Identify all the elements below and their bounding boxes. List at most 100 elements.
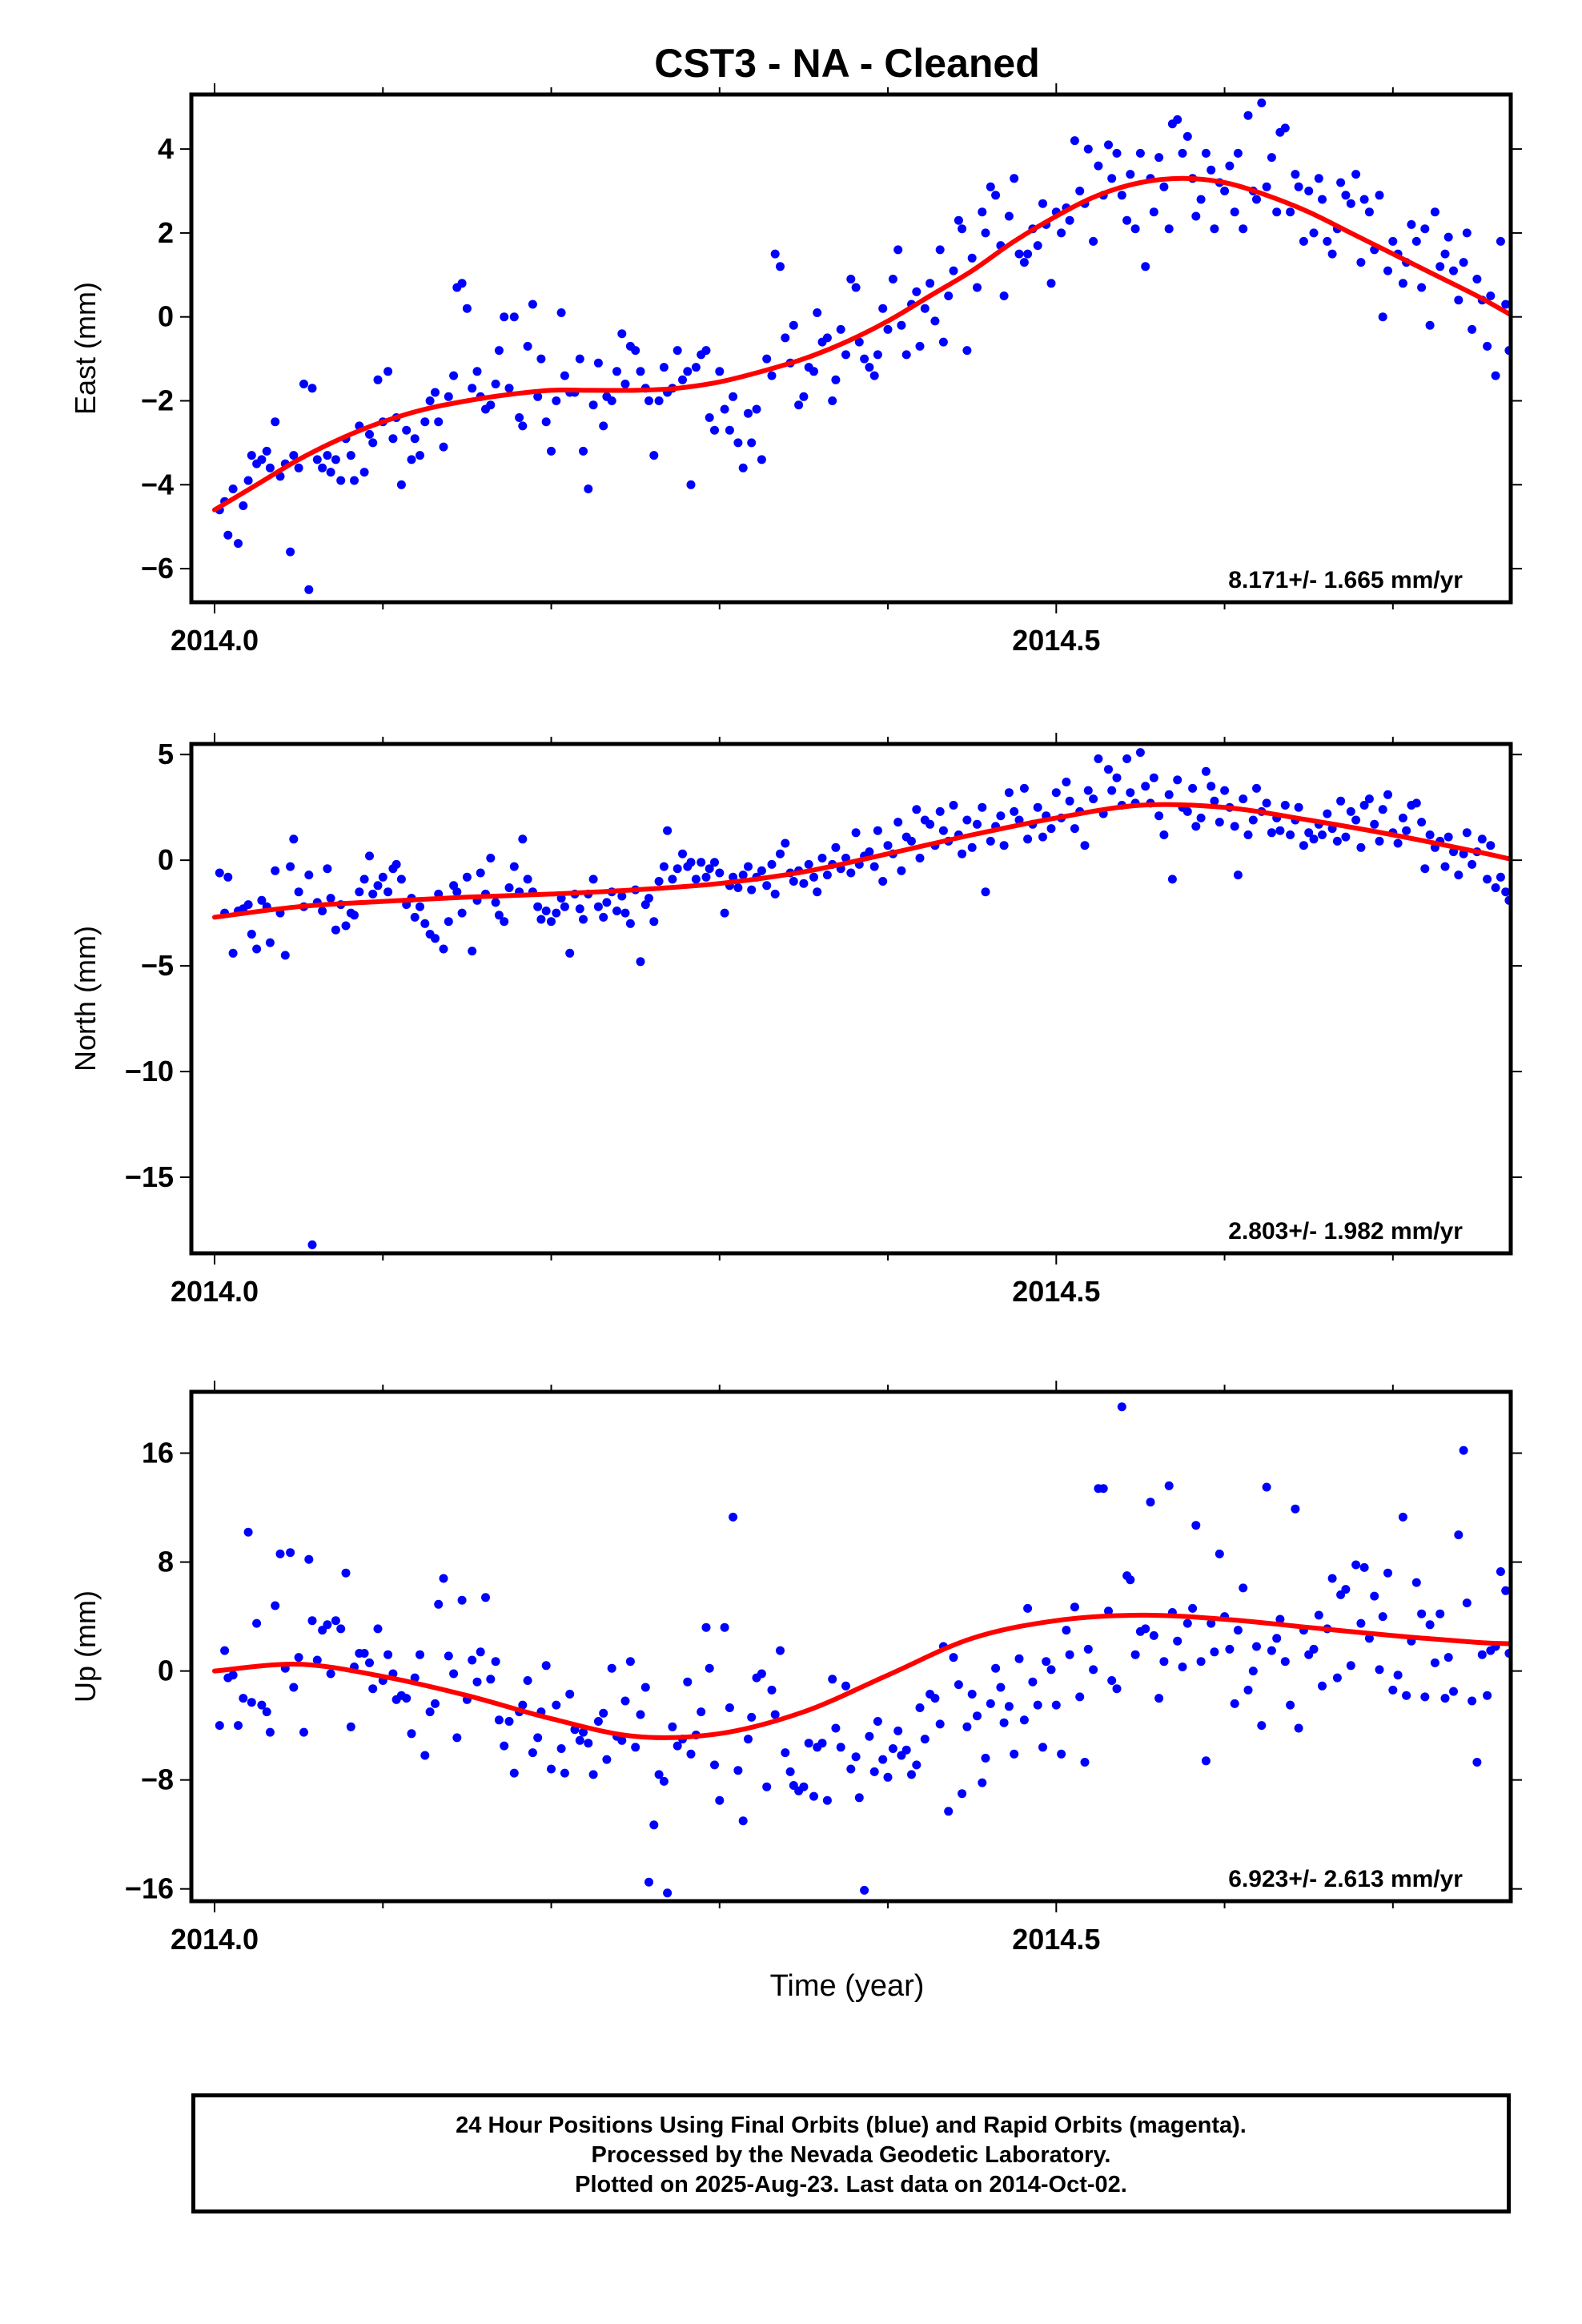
east-data-point bbox=[541, 417, 551, 427]
up-data-point bbox=[996, 1683, 1006, 1692]
up-data-point bbox=[1080, 1758, 1090, 1767]
east-data-point bbox=[336, 476, 346, 485]
east-data-point bbox=[1378, 312, 1387, 322]
east-data-point bbox=[346, 451, 355, 460]
east-data-point bbox=[1501, 300, 1511, 309]
north-data-point bbox=[1094, 754, 1103, 763]
north-data-point bbox=[967, 842, 977, 852]
north-data-point bbox=[304, 870, 314, 880]
north-data-point bbox=[625, 919, 635, 928]
east-data-point bbox=[1233, 148, 1243, 158]
north-data-point bbox=[1164, 790, 1174, 799]
east-data-point bbox=[1323, 236, 1332, 246]
up-data-point bbox=[1286, 1700, 1295, 1710]
east-data-point bbox=[579, 446, 588, 456]
north-data-point bbox=[491, 898, 500, 907]
east-data-point bbox=[725, 425, 734, 435]
east-y-tick-label: 2 bbox=[158, 216, 174, 249]
up-data-point bbox=[341, 1568, 351, 1578]
up-data-point bbox=[636, 1710, 645, 1719]
north-data-point bbox=[1501, 887, 1511, 897]
east-data-point bbox=[654, 396, 664, 405]
east-data-point bbox=[986, 182, 995, 191]
up-data-point bbox=[1398, 1512, 1407, 1522]
east-data-point bbox=[757, 455, 766, 464]
up-data-point bbox=[1425, 1620, 1435, 1630]
north-data-point bbox=[869, 862, 879, 871]
east-data-point bbox=[1486, 292, 1496, 300]
east-y-tick-label: −6 bbox=[141, 552, 174, 585]
up-data-point bbox=[1483, 1691, 1492, 1700]
north-data-point bbox=[678, 849, 687, 858]
east-data-point bbox=[294, 463, 303, 472]
north-data-point bbox=[1275, 826, 1285, 835]
north-data-point bbox=[701, 872, 711, 882]
north-data-point bbox=[1294, 802, 1303, 812]
north-data-point bbox=[809, 872, 818, 882]
up-data-point bbox=[1233, 1626, 1243, 1635]
north-data-point bbox=[1159, 830, 1169, 839]
up-data-point bbox=[541, 1661, 551, 1671]
up-data-point bbox=[326, 1669, 335, 1679]
up-data-point bbox=[1104, 1606, 1113, 1616]
north-data-point bbox=[1188, 783, 1198, 793]
east-data-point bbox=[515, 413, 524, 422]
north-data-point bbox=[355, 887, 364, 897]
north-data-point bbox=[1215, 818, 1224, 827]
north-data-point bbox=[365, 851, 374, 861]
east-data-point bbox=[1388, 236, 1398, 246]
north-data-point bbox=[289, 834, 299, 844]
up-data-point bbox=[491, 1657, 500, 1667]
east-y-tick-label: −4 bbox=[141, 468, 174, 501]
north-data-point bbox=[1252, 783, 1261, 793]
north-data-point bbox=[1207, 782, 1216, 791]
east-data-point bbox=[1491, 371, 1500, 380]
up-data-point bbox=[383, 1650, 393, 1659]
up-data-point bbox=[767, 1685, 777, 1695]
north-data-point bbox=[431, 934, 440, 943]
up-data-point bbox=[1262, 1482, 1271, 1492]
north-data-point bbox=[817, 854, 827, 862]
up-data-point bbox=[729, 1512, 738, 1522]
footer-note-box: 24 Hour Positions Using Final Orbits (bl… bbox=[191, 2093, 1511, 2213]
east-data-point bbox=[1141, 262, 1150, 271]
up-data-point bbox=[1146, 1498, 1155, 1507]
north-data-point bbox=[486, 854, 496, 862]
east-data-point bbox=[373, 375, 383, 384]
east-data-point bbox=[533, 392, 543, 401]
east-data-point bbox=[1420, 224, 1430, 234]
up-y-tick-label: 16 bbox=[142, 1437, 174, 1470]
up-data-point bbox=[1351, 1560, 1361, 1570]
up-data-point bbox=[738, 1816, 748, 1826]
up-data-point bbox=[307, 1616, 317, 1626]
up-data-point bbox=[1210, 1647, 1219, 1657]
north-data-point bbox=[949, 801, 958, 810]
north-data bbox=[212, 748, 1511, 1249]
north-data-point bbox=[804, 859, 813, 869]
up-data-point bbox=[1112, 1684, 1122, 1694]
up-data-point bbox=[1291, 1504, 1300, 1514]
up-data-point bbox=[1033, 1700, 1042, 1710]
north-data-point bbox=[747, 885, 757, 895]
up-data-point bbox=[770, 1710, 780, 1719]
up-data-point bbox=[365, 1658, 374, 1667]
east-data-point bbox=[1425, 320, 1435, 330]
east-x-tick-label: 2014.5 bbox=[1012, 624, 1100, 657]
north-data-point bbox=[271, 866, 280, 875]
east-y-tick-label: 4 bbox=[158, 132, 174, 165]
east-data-point bbox=[228, 485, 238, 493]
up-data-point bbox=[901, 1745, 911, 1755]
panels: 2014.0 2014.5 −6 −4 −2 0 2 4 East (mm) 8.171+/- 1… bbox=[69, 83, 1522, 1956]
north-data-point bbox=[1351, 815, 1361, 825]
east-data-point bbox=[930, 316, 940, 326]
north-data-point bbox=[720, 908, 729, 918]
north-data-point bbox=[1135, 748, 1145, 758]
north-data-point bbox=[257, 895, 267, 905]
up-data-point bbox=[575, 1735, 584, 1745]
north-data-point bbox=[841, 854, 850, 862]
north-data-point bbox=[228, 948, 238, 958]
up-data-point bbox=[1294, 1723, 1303, 1733]
east-data-point bbox=[828, 396, 837, 405]
north-data-point bbox=[1346, 806, 1355, 816]
